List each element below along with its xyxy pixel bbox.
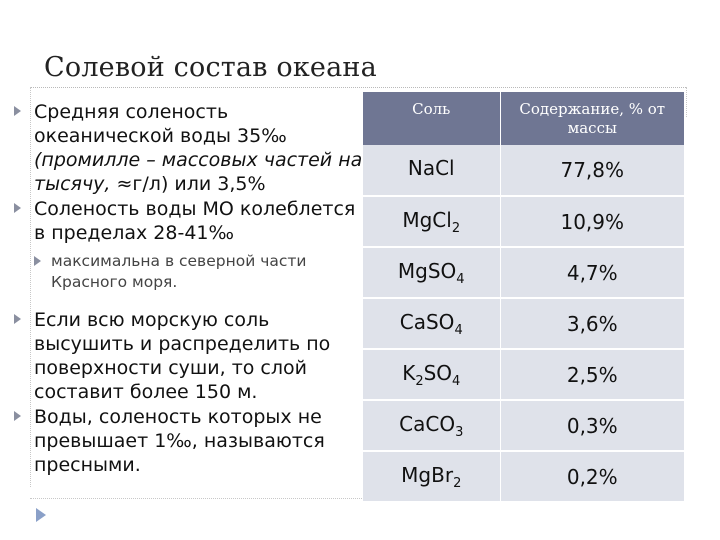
bottom-frame-line: [30, 498, 370, 499]
table-row: NaCl 77,8%: [363, 145, 684, 197]
salt-formula-cell: NaCl: [363, 145, 501, 197]
formula-part: NaCl: [407, 156, 455, 180]
formula-part: CaSO: [399, 309, 455, 334]
salt-formula-cell: CaCO3: [363, 400, 501, 452]
bullet-triangle-icon: [14, 203, 21, 213]
right-frame-line: [686, 87, 687, 117]
formula-part: MgCl: [402, 207, 452, 232]
bullet-salinity-range: Соленость воды МО колеблется в пределах …: [10, 197, 366, 245]
sub-bullet-text: максимальна в северной части Красного мо…: [51, 252, 307, 291]
formula-part: MgBr: [401, 462, 454, 487]
bullet-text: Средняя соленость океанической воды 35‰: [34, 101, 287, 147]
formula-subscript: 2: [453, 475, 462, 491]
table-row: MgSO4 4,7%: [363, 247, 684, 299]
bullet-list: Средняя соленость океанической воды 35‰ …: [10, 100, 366, 478]
sub-bullet-red-sea: максимальна в северной части Красного мо…: [10, 251, 366, 293]
salt-percent-cell: 77,8%: [500, 145, 684, 197]
salt-percent-cell: 10,9%: [500, 196, 684, 248]
table-row: CaSO4 3,6%: [363, 298, 684, 350]
salt-composition-table: Соль Содержание, % от массы NaCl 77,8% MgC…: [363, 92, 684, 503]
bullet-triangle-icon: [14, 411, 21, 421]
salt-percent-cell: 4,7%: [500, 247, 684, 299]
salt-percent-cell: 3,6%: [500, 298, 684, 350]
salt-formula-cell: MgBr2: [363, 451, 501, 503]
table-row: MgBr2 0,2%: [363, 451, 684, 503]
formula-subscript: 4: [452, 373, 461, 389]
salt-formula-cell: MgSO4: [363, 247, 501, 299]
sub-bullet-triangle-icon: [34, 256, 41, 266]
bullet-text: Воды, соленость которых не превышает 1‰,…: [34, 406, 325, 476]
salt-percent-cell: 0,2%: [500, 451, 684, 503]
table-body: NaCl 77,8% MgCl2 10,9% MgSO4 4,7% CaSO4 3,6% K2S…: [363, 145, 684, 503]
title-divider: [30, 87, 686, 88]
bullet-triangle-icon: [14, 106, 21, 116]
bullet-fresh-water: Воды, соленость которых не превышает 1‰,…: [10, 405, 366, 477]
salt-percent-cell: 0,3%: [500, 400, 684, 452]
bullet-text-tail: ≈г/л) или 3,5%: [110, 173, 266, 195]
bullet-average-salinity: Средняя соленость океанической воды 35‰ …: [10, 100, 366, 196]
slide-title: Солевой состав океана: [44, 52, 377, 83]
bullet-salt-layer: Если всю морскую соль высушить и распред…: [10, 308, 366, 404]
next-slide-arrow-icon[interactable]: [36, 508, 46, 522]
table-header-row: Соль Содержание, % от массы: [363, 92, 684, 145]
bullet-text-italic: (промилле – массовых частей на тысячу,: [34, 149, 363, 195]
table-row: K2SO4 2,5%: [363, 349, 684, 401]
salt-percent-cell: 2,5%: [500, 349, 684, 401]
formula-part: K: [402, 360, 416, 385]
formula-part: MgSO: [397, 258, 457, 283]
salt-formula-cell: CaSO4: [363, 298, 501, 350]
formula-subscript: 4: [456, 271, 465, 287]
formula-subscript: 3: [455, 424, 464, 440]
formula-subscript: 2: [415, 373, 424, 389]
header-salt: Соль: [363, 92, 501, 145]
left-frame-line: [30, 87, 31, 487]
table-row: MgCl2 10,9%: [363, 196, 684, 248]
formula-part: CaCO: [399, 411, 456, 436]
salt-formula-cell: K2SO4: [363, 349, 501, 401]
bullet-triangle-icon: [14, 314, 21, 324]
formula-part: SO: [423, 360, 453, 385]
header-content-percent: Содержание, % от массы: [500, 92, 684, 145]
formula-subscript: 2: [451, 220, 461, 236]
salt-formula-cell: MgCl2: [363, 196, 501, 248]
formula-subscript: 4: [454, 322, 463, 338]
table-row: CaCO3 0,3%: [363, 400, 684, 452]
bullet-text: Если всю морскую соль высушить и распред…: [34, 309, 331, 403]
bullet-text: Соленость воды МО колеблется в пределах …: [34, 198, 356, 244]
